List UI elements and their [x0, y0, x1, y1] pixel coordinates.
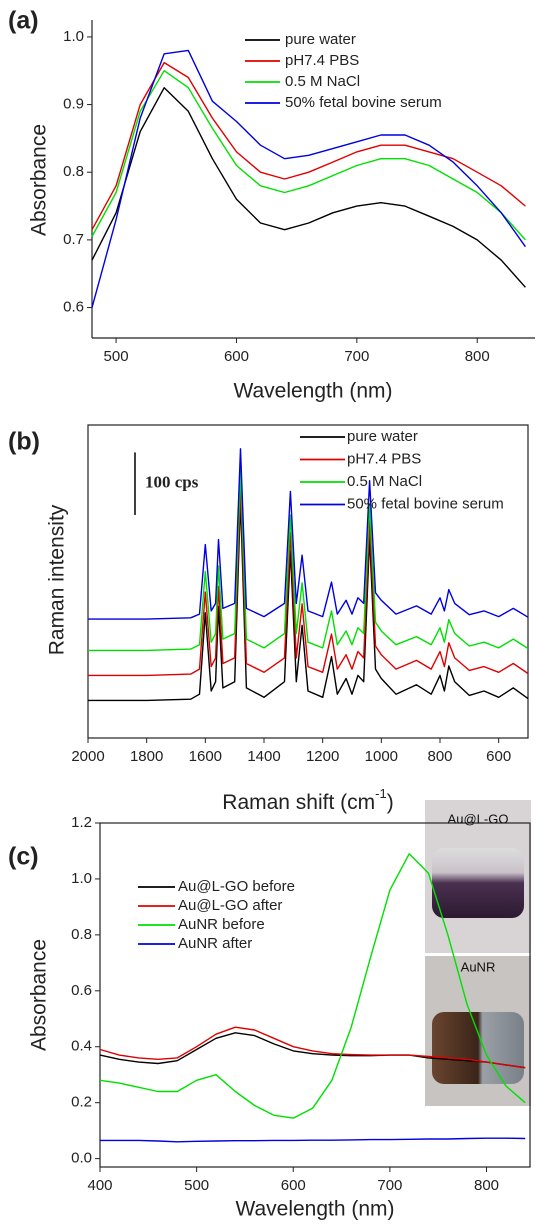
scale-bar-label: 100 cps	[145, 473, 199, 492]
plot-frame	[99, 822, 531, 1168]
y-tick-label: 0.8	[63, 163, 84, 180]
legend-label: Au@L-GO before	[178, 878, 295, 895]
panel-label: (b)	[8, 428, 40, 456]
inset-label: AuNR	[461, 959, 496, 974]
series-line	[88, 484, 529, 677]
x-tick-label: 1000	[365, 748, 398, 765]
inset-photos	[425, 800, 531, 1106]
y-tick-label: 0.6	[71, 982, 92, 999]
legend-label: 50% fetal bovine serum	[285, 94, 442, 111]
x-tick-label: 800	[474, 1177, 499, 1194]
x-tick-label: 1800	[130, 748, 163, 765]
y-tick-label: 0.6	[63, 299, 84, 316]
x-tick-label: 1600	[189, 748, 222, 765]
legend-label: 0.5 M NaCl	[285, 73, 360, 90]
x-tick-label: 500	[104, 348, 129, 365]
series-line	[91, 61, 526, 231]
series-line	[88, 469, 529, 652]
x-tick-label: 800	[427, 748, 452, 765]
series-line	[91, 70, 526, 241]
y-tick-label: 0.8	[71, 926, 92, 943]
y-tick-label: 0.2	[71, 1094, 92, 1111]
y-tick-label: 1.0	[63, 28, 84, 45]
y-tick-label: 0.4	[71, 1038, 92, 1055]
legend-label: pure water	[347, 428, 418, 445]
y-tick-label: 0.7	[63, 231, 84, 248]
x-label-sup: -1	[375, 786, 387, 801]
legend-label: 50% fetal bovine serum	[347, 495, 504, 512]
x-tick-label: 700	[344, 348, 369, 365]
series-line	[91, 87, 526, 288]
x-tick-label: 1200	[306, 748, 339, 765]
inset-label: Au@L-GO	[448, 811, 509, 826]
series-line	[91, 49, 526, 308]
x-axis-label: Raman shift (cm-1)	[222, 786, 393, 813]
legend-label: pH7.4 PBS	[347, 450, 421, 467]
legend-label: AuNR after	[178, 935, 252, 952]
series-line	[99, 853, 526, 1119]
x-tick-label: 600	[224, 348, 249, 365]
y-tick-label: 1.0	[71, 870, 92, 887]
y-tick-label: 1.2	[71, 814, 92, 831]
x-tick-label: 600	[281, 1177, 306, 1194]
y-axis-label: Raman intensity	[46, 504, 69, 655]
series-line	[99, 1032, 526, 1069]
y-tick-label: 0.0	[71, 1150, 92, 1167]
vials	[432, 848, 524, 918]
panel-label: (c)	[8, 843, 39, 871]
panel-label: (a)	[8, 7, 39, 35]
series-line	[99, 1026, 526, 1069]
x-label-end: )	[387, 791, 394, 814]
series-line	[88, 499, 529, 702]
x-tick-label: 600	[486, 748, 511, 765]
y-tick-label: 0.9	[63, 96, 84, 113]
x-tick-label: 1400	[247, 748, 280, 765]
legend-label: pure water	[285, 31, 356, 48]
x-tick-label: 500	[184, 1177, 209, 1194]
x-tick-label: 2000	[71, 748, 104, 765]
legend-label: 0.5 M NaCl	[347, 473, 422, 490]
vials	[432, 1012, 524, 1084]
legend-label: AuNR before	[178, 916, 265, 933]
plot-frame	[87, 424, 529, 739]
series-line	[100, 1137, 526, 1143]
series-line	[88, 448, 529, 620]
legend-label: pH7.4 PBS	[285, 52, 359, 69]
x-tick-label: 800	[465, 348, 490, 365]
legend-label: Au@L-GO after	[178, 897, 282, 914]
x-tick-label: 700	[377, 1177, 402, 1194]
x-axis-label: Wavelength (nm)	[233, 380, 392, 403]
x-tick-label: 400	[87, 1177, 112, 1194]
y-axis-label: Absorbance	[28, 939, 51, 1051]
x-axis-label: Wavelength (nm)	[235, 1198, 394, 1221]
x-label-text: Raman shift (cm	[222, 791, 375, 814]
y-axis-label: Absorbance	[28, 124, 51, 236]
